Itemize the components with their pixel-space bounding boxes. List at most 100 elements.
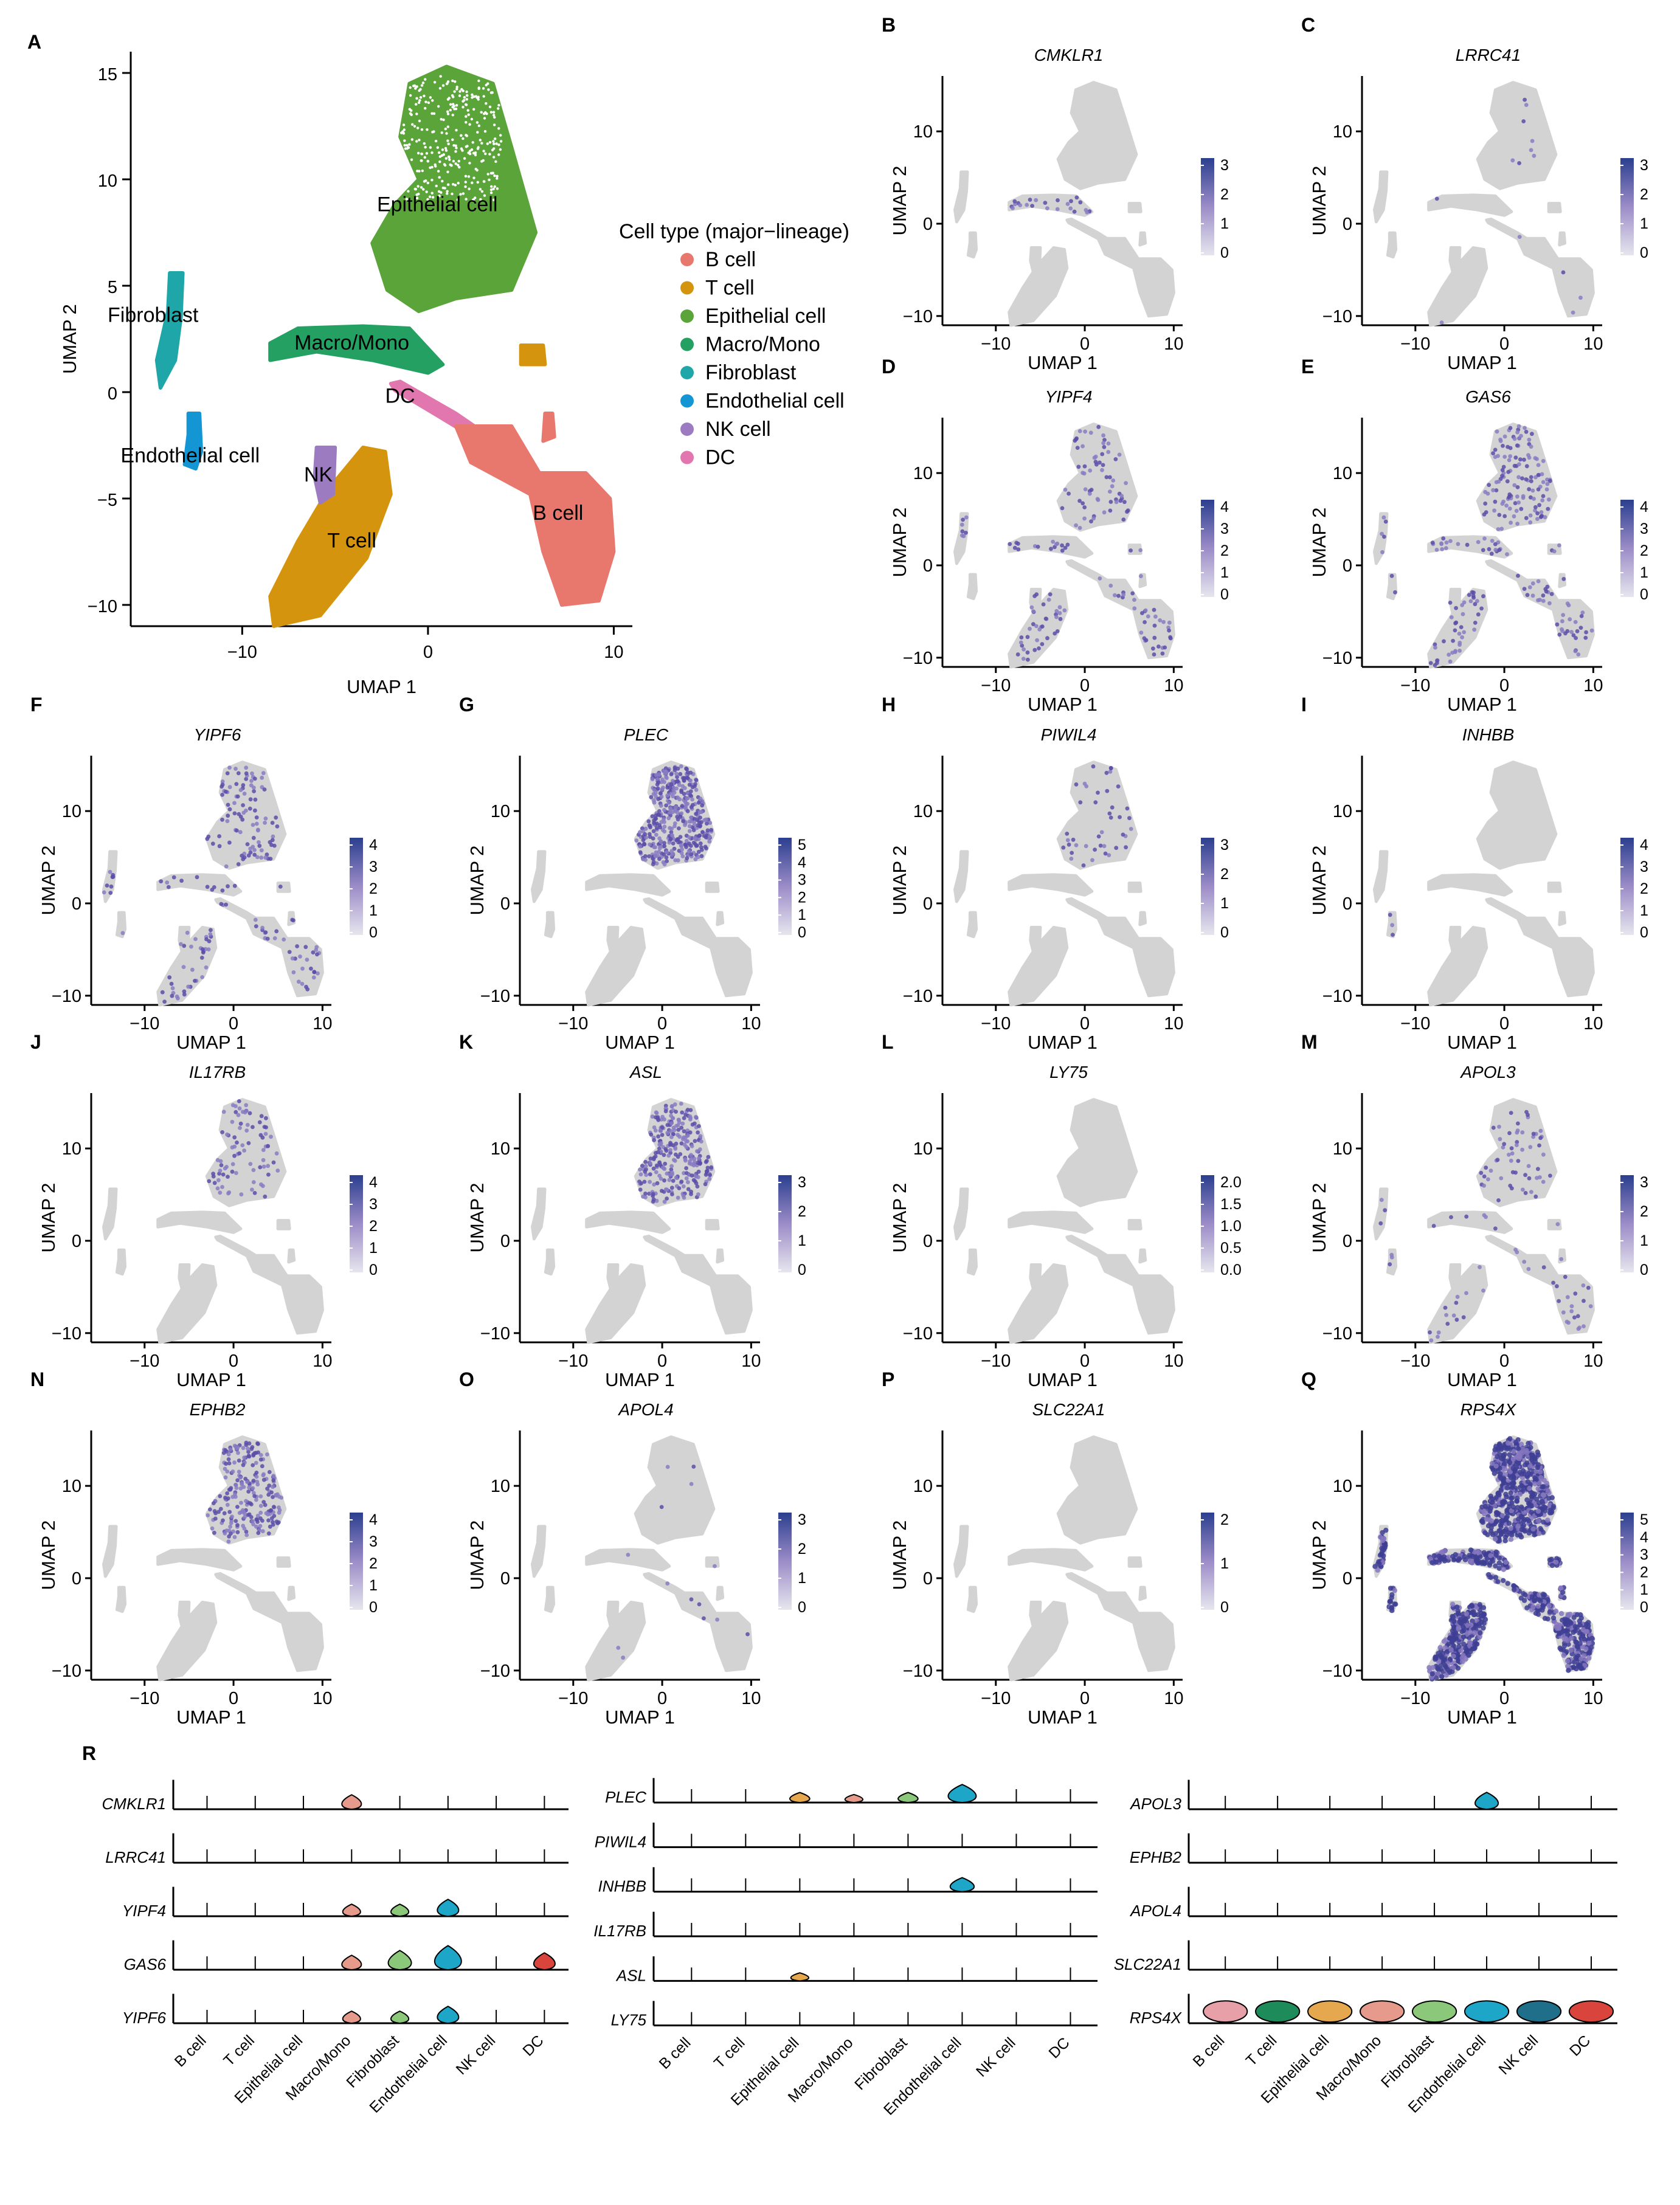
epithelial-speckle [411,123,414,126]
epithelial-speckle [415,97,418,100]
epithelial-speckle [455,85,458,89]
expression-dot [1535,511,1540,516]
expression-dot [229,1531,233,1536]
expression-dot [1584,630,1589,635]
expression-dot [1510,1504,1516,1510]
y-tick-label: 10 [913,802,933,821]
expression-dot [1084,844,1088,849]
expression-dot [1153,614,1158,619]
colorbar-label: 0 [1220,924,1229,941]
epithelial-speckle [426,128,429,131]
expression-dot [1464,1623,1470,1628]
x-tick-label: 0 [1080,1689,1090,1708]
expression-dot [694,1115,698,1119]
expression-dot [264,1116,268,1120]
umap-region [245,1254,324,1335]
expression-dot [1390,923,1395,928]
expression-dot [255,855,260,860]
legend-item: Epithelial cell [705,305,826,328]
epithelial-speckle [497,143,500,147]
epithelial-speckle [413,125,417,128]
expression-dot [689,819,694,824]
expression-dot [1459,1659,1465,1665]
expression-dot [1535,1603,1541,1609]
expression-dot [674,1152,678,1157]
expression-dot [1512,483,1517,488]
expression-dot [230,1103,235,1108]
expression-dot [643,1164,648,1168]
violin-shape [897,1792,919,1804]
expression-dot [248,850,253,855]
umap-region [178,1600,191,1628]
legend-swatch [680,253,694,266]
expression-dot [1107,853,1111,857]
expression-dot [667,1178,672,1182]
expression-dot [277,1510,282,1515]
expression-dot [1536,463,1541,468]
expression-dots [637,1102,714,1204]
y-tick-label: 10 [1333,802,1352,821]
expression-dot [238,830,243,835]
expression-dot [681,819,685,824]
epithelial-speckle [418,89,421,92]
expression-dot [1479,1620,1484,1625]
expression-dot [1031,622,1035,627]
legend-item: DC [705,446,735,469]
umap-region [606,1263,620,1291]
violin-row-apol4: APOL4 [1129,1886,1617,1920]
expression-dot [691,1163,696,1168]
expression-dot [1493,1519,1499,1525]
expression-dot [238,1126,242,1130]
expression-dot [1383,1208,1388,1213]
expression-dots [959,424,1173,662]
expression-dot [311,975,316,980]
cluster-label: Macro/Mono [294,331,409,354]
expression-dot [1456,542,1460,547]
expression-dot [690,797,694,802]
expression-dot [1479,606,1484,611]
expression-dot [696,1175,700,1179]
expression-dot [1564,1618,1570,1624]
expression-dot [1479,1519,1485,1524]
y-tick-label: 0 [72,1569,81,1589]
epithelial-speckle [485,102,488,105]
expression-dot [165,880,170,885]
expression-dot [1471,593,1476,598]
expression-dot [1475,599,1479,604]
umap-region [716,1586,725,1601]
expression-dot [706,1154,711,1159]
epithelial-speckle [448,155,451,158]
expression-dot [1040,624,1045,629]
expression-dot [1167,628,1171,633]
expression-dot [1589,1644,1594,1650]
expression-dot [254,1497,258,1502]
expression-dot [654,1170,659,1175]
expression-dot [1515,1496,1520,1501]
expression-dot [296,979,301,984]
expression-dot [1129,548,1133,553]
expression-dot [1046,598,1051,602]
expression-dot [666,816,671,821]
expression-dot [1578,626,1583,630]
expression-dot [672,821,677,826]
expression-dot [1569,630,1574,634]
expression-dot [1535,1518,1541,1523]
expression-dot [229,1521,233,1525]
expression-dot [1572,1659,1577,1665]
y-tick-label: 0 [72,1232,81,1251]
expression-dot [1524,516,1529,520]
expression-dot [1539,514,1544,519]
expression-dot [1499,1513,1505,1519]
expression-dot [1485,1532,1490,1537]
violin-row-cmklr1: CMKLR1 [102,1779,569,1813]
epithelial-speckle [455,88,458,91]
violin-row-yipf6: YIPF6 [122,1993,569,2027]
expression-dot [1457,1619,1462,1625]
x-tick-label: 0 [1499,676,1509,695]
expression-dot [1502,1142,1507,1147]
expression-dot [1540,1499,1545,1504]
expression-dot [656,780,661,785]
epithelial-speckle [446,98,450,101]
expression-dot [1535,517,1540,521]
